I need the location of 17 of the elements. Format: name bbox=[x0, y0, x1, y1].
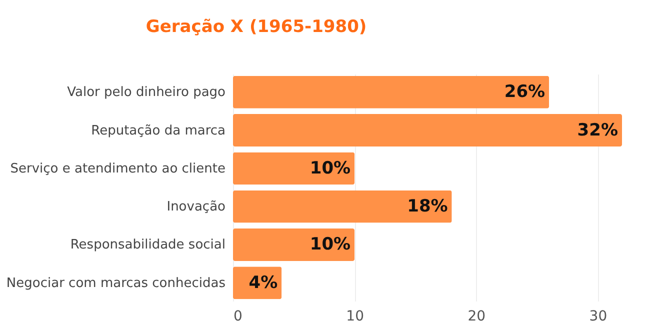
y-tick-label: Serviço e atendimento ao cliente bbox=[10, 161, 226, 176]
x-tick-label: 10 bbox=[346, 308, 364, 324]
data-label: 10% bbox=[310, 234, 351, 255]
data-label: 4% bbox=[248, 272, 278, 293]
data-label: 32% bbox=[577, 120, 618, 140]
y-tick-label: Reputação da marca bbox=[91, 123, 226, 138]
x-tick-label: 0 bbox=[234, 308, 242, 324]
x-tick-label: 20 bbox=[468, 308, 486, 324]
y-tick-label: Responsabilidade social bbox=[70, 238, 226, 253]
data-label: 10% bbox=[310, 158, 351, 178]
y-tick-label: Inovação bbox=[166, 200, 226, 215]
x-tick-label: 30 bbox=[589, 308, 608, 324]
chart-title: Geração X (1965-1980) bbox=[146, 17, 367, 37]
y-tick-label: Negociar com marcas conhecidas bbox=[6, 276, 226, 291]
data-label: 18% bbox=[407, 196, 448, 217]
data-label: 26% bbox=[504, 82, 546, 102]
y-tick-label: Valor pelo dinheiro pago bbox=[67, 85, 226, 100]
